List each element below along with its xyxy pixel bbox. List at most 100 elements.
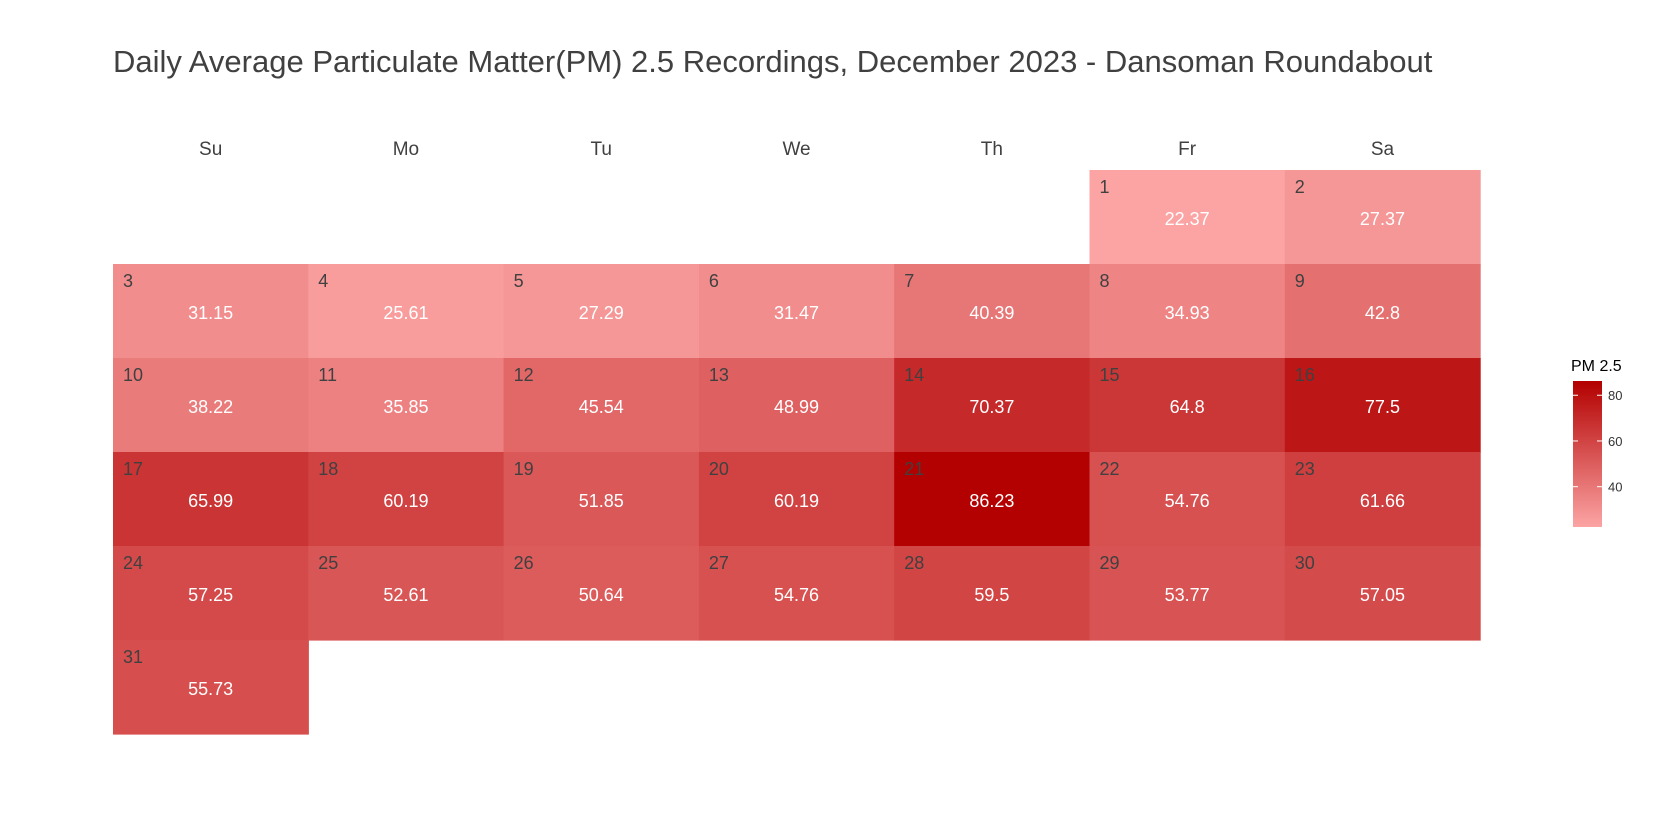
day-value-label: 57.25 [188, 585, 233, 605]
day-number: 16 [1295, 365, 1315, 385]
day-number: 23 [1295, 459, 1315, 479]
day-value-label: 34.93 [1165, 303, 1210, 323]
day-cell: 11 35.85 [308, 358, 505, 453]
day-number: 14 [904, 365, 924, 385]
day-number: 31 [123, 647, 143, 667]
day-cell-fill [1089, 546, 1286, 641]
day-number: 25 [318, 553, 338, 573]
day-cell: 740.39 [894, 264, 1091, 359]
day-cell-fill [308, 452, 505, 547]
day-cell-fill [1284, 358, 1481, 453]
day-cell: 25 52.61 [308, 546, 505, 641]
day-value-label: 60.19 [383, 491, 428, 511]
weekday-label: Fr [1178, 139, 1197, 160]
day-cell-fill [113, 358, 309, 453]
day-cell-fill [113, 546, 309, 641]
day-cell: 27 54.76 [698, 546, 895, 641]
weekday-label: Mo [393, 139, 419, 160]
day-cell-fill [1089, 358, 1286, 453]
day-cell: 12 45.54 [503, 358, 700, 453]
day-number: 30 [1295, 553, 1315, 573]
day-cell-fill [503, 546, 700, 641]
day-number: 4 [318, 271, 328, 291]
day-number: 17 [123, 459, 143, 479]
day-cell: 942.8 [1284, 264, 1481, 359]
day-value-label: 40.39 [969, 303, 1014, 323]
day-value-label: 64.8 [1170, 397, 1205, 417]
chart-title: Daily Average Particulate Matter(PM) 2.5… [113, 44, 1433, 79]
day-value-label: 31.47 [774, 303, 819, 323]
day-value-label: 31.15 [188, 303, 233, 323]
day-cell: 122.37 [1089, 170, 1286, 265]
day-cell-fill [894, 358, 1091, 453]
day-cell: 30 57.05 [1284, 546, 1481, 641]
day-cell-fill [113, 452, 309, 547]
day-cell: 10 38.22 [113, 358, 309, 453]
day-cell-fill [894, 546, 1091, 641]
day-number: 15 [1100, 365, 1120, 385]
weekday-label: Sa [1371, 139, 1395, 160]
day-number: 3 [123, 271, 133, 291]
day-cell: 13 48.99 [698, 358, 895, 453]
day-cell: 31 55.73 [113, 640, 309, 735]
day-cell-fill [1284, 452, 1481, 547]
calendar-grid: 122.37227.37331.15425.61527.29631.47740.… [113, 170, 1481, 735]
day-value-label: 70.37 [969, 397, 1014, 417]
day-cell-fill [698, 358, 895, 453]
legend-title: PM 2.5 [1571, 358, 1622, 375]
day-cell-fill [894, 452, 1091, 547]
day-value-label: 77.5 [1365, 397, 1400, 417]
day-number: 9 [1295, 271, 1305, 291]
day-cell: 18 60.19 [308, 452, 505, 547]
weekday-label: Th [981, 139, 1003, 160]
day-cell-fill [503, 358, 700, 453]
day-cell: 23 61.66 [1284, 452, 1481, 547]
day-value-label: 52.61 [383, 585, 428, 605]
color-legend: PM 2.5 40 60 80 [1571, 358, 1622, 527]
day-number: 21 [904, 459, 924, 479]
day-value-label: 59.5 [974, 585, 1009, 605]
day-cell: 21 86.23 [894, 452, 1091, 547]
day-cell-fill [1284, 546, 1481, 641]
day-cell-fill [698, 546, 895, 641]
day-cell-fill [1089, 170, 1286, 265]
day-cell-fill [1089, 264, 1286, 359]
day-value-label: 55.73 [188, 679, 233, 699]
day-number: 18 [318, 459, 338, 479]
day-value-label: 53.77 [1165, 585, 1210, 605]
day-cell-fill [698, 452, 895, 547]
legend-tick-label: 80 [1608, 388, 1622, 403]
day-cell: 527.29 [503, 264, 700, 359]
legend-tick-label: 40 [1608, 480, 1622, 495]
day-number: 7 [904, 271, 914, 291]
day-number: 5 [514, 271, 524, 291]
day-value-label: 25.61 [383, 303, 428, 323]
day-cell: 14 70.37 [894, 358, 1091, 453]
day-cell: 24 57.25 [113, 546, 309, 641]
day-value-label: 48.99 [774, 397, 819, 417]
day-cell: 16 77.5 [1284, 358, 1481, 453]
day-value-label: 57.05 [1360, 585, 1405, 605]
day-value-label: 54.76 [774, 585, 819, 605]
day-number: 22 [1100, 459, 1120, 479]
day-number: 19 [514, 459, 534, 479]
day-cell: 26 50.64 [503, 546, 700, 641]
day-cell: 425.61 [308, 264, 505, 359]
day-number: 11 [318, 365, 337, 385]
day-cell-fill [308, 264, 505, 359]
day-cell-fill [113, 640, 309, 735]
day-cell: 834.93 [1089, 264, 1286, 359]
day-cell-fill [308, 358, 505, 453]
day-cell-fill [503, 452, 700, 547]
weekday-header-row: Su Mo Tu We Th Fr Sa [199, 139, 1394, 160]
day-cell: 331.15 [113, 264, 309, 359]
day-cell-fill [113, 264, 309, 359]
day-value-label: 22.37 [1165, 209, 1210, 229]
day-cell: 29 53.77 [1089, 546, 1286, 641]
day-number: 10 [123, 365, 143, 385]
day-cell-fill [1089, 452, 1286, 547]
weekday-label: Tu [591, 139, 612, 160]
day-number: 24 [123, 553, 143, 573]
day-number: 8 [1100, 271, 1110, 291]
